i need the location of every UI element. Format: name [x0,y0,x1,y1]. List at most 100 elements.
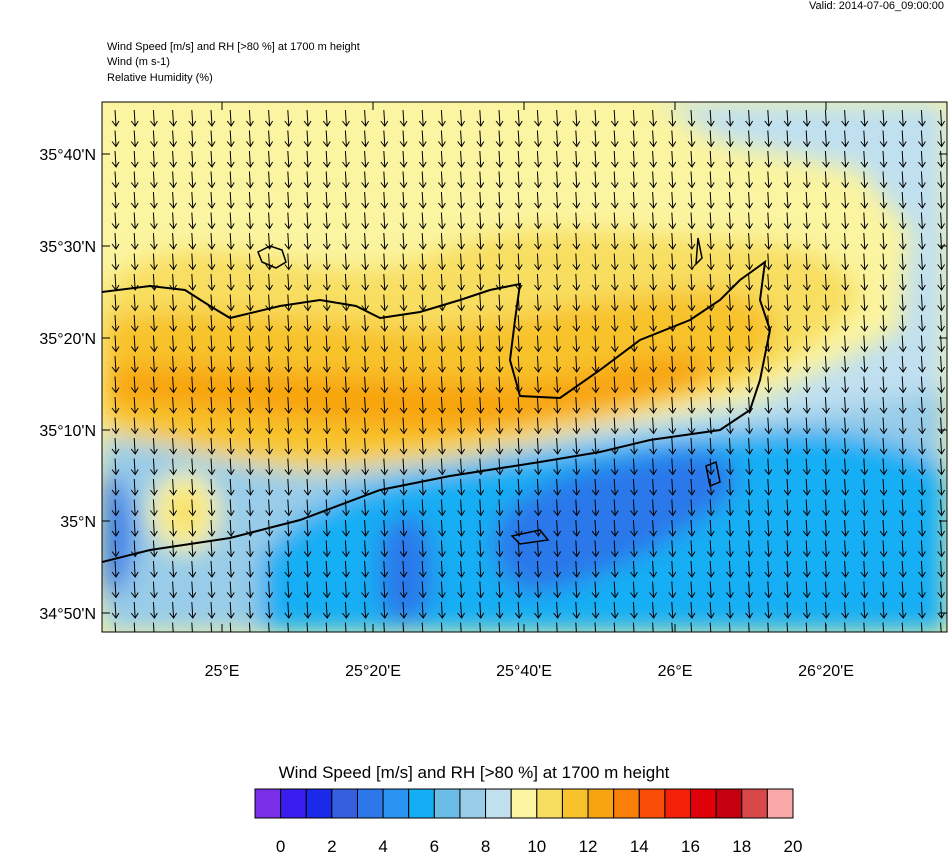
wind-arrow [284,458,293,476]
wind-arrow [342,191,350,209]
wind-arrow [706,273,715,291]
wind-arrow [226,335,235,353]
wind-arrow [495,396,504,414]
wind-arrow [476,581,485,599]
wind-arrow [610,294,619,312]
wind-arrow [361,540,370,558]
wind-arrow [534,581,542,599]
wind-arrow [514,109,523,127]
wind-arrow [649,253,658,271]
wind-arrow [418,519,427,537]
wind-arrow [418,191,427,209]
wind-arrow [246,560,254,578]
wind-arrow [111,294,120,312]
wind-arrow [745,130,754,148]
wind-arrow [438,232,446,250]
lon-labels: 25°E 25°20'E 25°40'E 26°E 26°20'E [205,663,854,680]
header-wind: Wind (m s-1) [107,56,170,68]
wind-arrow [457,294,466,312]
wind-arrow [668,601,677,619]
wind-arrow [150,294,158,312]
wind-arrow [438,540,446,558]
wind-arrow [649,417,658,435]
wind-arrow [553,601,562,619]
wind-arrow [610,212,619,230]
wind-arrow [111,560,120,578]
wind-arrow [188,417,197,435]
wind-arrow [918,294,926,312]
wind-arrow [879,109,888,127]
wind-arrow [476,458,485,476]
wind-arrow [553,212,562,230]
wind-arrow [745,437,754,455]
wind-arrow [879,560,888,578]
wind-arrow [822,601,830,619]
wind-arrow [207,314,216,332]
wind-arrow [898,171,907,189]
wind-arrow [226,437,235,455]
wind-arrow [553,478,562,496]
wind-arrow [553,335,562,353]
wind-arrow [630,253,638,271]
wind-arrow [630,417,638,435]
wind-arrow [591,335,600,353]
wind-arrow [918,253,926,271]
wind-arrow [687,109,696,127]
wind-arrow [361,417,370,435]
wind-arrow [207,335,216,353]
field-region-deep-blue-2 [494,450,737,592]
wind-arrow [342,314,350,332]
wind-arrow [130,273,139,291]
wind-arrow [764,253,773,271]
wind-arrow [476,191,485,209]
wind-arrow [303,130,312,148]
wind-arrow [226,232,235,250]
wind-arrow [303,437,312,455]
wind-arrow [322,540,331,558]
wind-arrow [534,540,542,558]
wind-arrow [610,519,619,537]
wind-arrow [898,150,907,168]
wind-arrow [726,294,734,312]
wind-arrow [687,355,696,373]
wind-arrow [438,150,446,168]
wind-arrow [246,478,254,496]
wind-arrow [207,437,216,455]
wind-arrow [342,273,350,291]
wind-arrow [745,560,754,578]
wind-arrow [399,458,408,476]
wind-arrow [380,519,389,537]
wind-arrow [150,540,158,558]
wind-arrow [207,150,216,168]
wind-arrow [783,109,792,127]
wind-arrow [130,212,139,230]
wind-arrow [822,478,830,496]
wind-arrow [649,376,658,394]
wind-arrow [918,232,926,250]
wind-arrow [476,171,485,189]
wind-arrow [303,212,312,230]
wind-arrow [303,355,312,373]
wind-arrow [246,150,254,168]
wind-arrow [130,478,139,496]
wind-arrow [572,601,581,619]
wind-arrow [284,396,293,414]
wind-arrow [860,437,869,455]
wind-arrow [246,581,254,599]
wind-arrow [572,437,581,455]
wind-arrow [783,253,792,271]
wind-arrow [726,314,734,332]
wind-arrow [572,519,581,537]
wind-arrow [265,150,274,168]
wind-arrow [380,294,389,312]
wind-arrow [188,540,197,558]
wind-arrow [438,355,446,373]
wind-arrow [418,601,427,619]
wind-arrow [610,253,619,271]
lon-label: 25°E [205,663,240,680]
wind-arrow [687,437,696,455]
wind-arrow [226,191,235,209]
wind-arrow [303,294,312,312]
wind-arrow [572,581,581,599]
wind-arrow [764,130,773,148]
